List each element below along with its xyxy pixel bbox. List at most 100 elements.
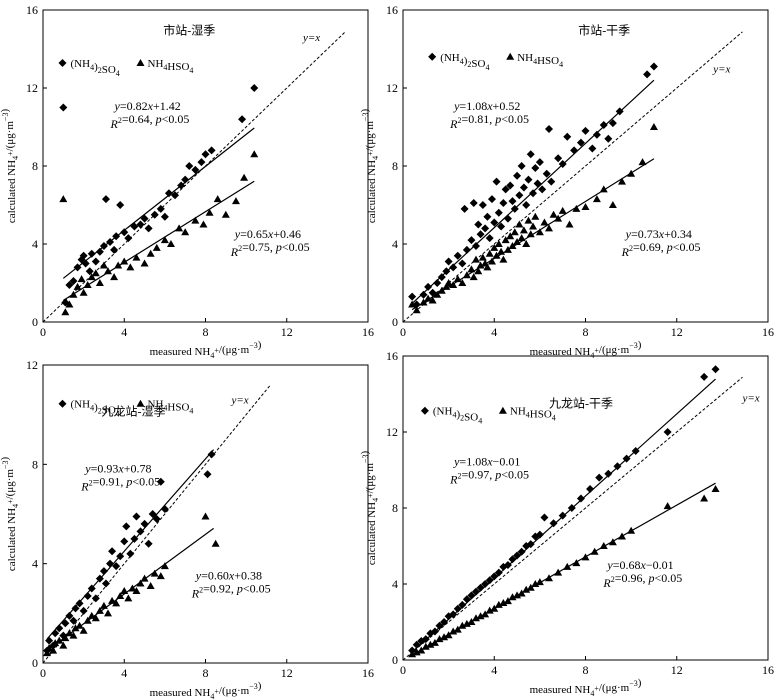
fit-stats: R2=0.91, p<0.05: [80, 474, 160, 493]
data-point-diamond: [140, 519, 149, 528]
label-run: ): [0, 457, 11, 461]
data-point-diamond: [181, 175, 190, 184]
data-point-diamond: [643, 70, 652, 79]
data-point-triangle: [191, 216, 200, 224]
label-run: +: [366, 493, 375, 498]
data-point-diamond: [501, 185, 510, 194]
data-point-diamond: [586, 485, 595, 493]
data-point-triangle: [120, 257, 129, 265]
y-tick-label: 4: [392, 237, 398, 251]
equation-run: .: [626, 558, 629, 572]
label-run: 4: [210, 692, 214, 699]
data-point-triangle: [65, 629, 74, 637]
data-point-triangle: [160, 236, 169, 244]
x-tick-label: 4: [121, 325, 127, 339]
fit-equation: y=0.65x+0.46: [234, 227, 301, 241]
legend-marker-triangle: [498, 406, 507, 414]
data-point-diamond: [492, 177, 501, 186]
stats-run: <0.05: [282, 240, 310, 254]
data-point-diamond: [554, 154, 563, 163]
data-point-triangle: [240, 173, 249, 181]
label-run: /(μg·m: [219, 344, 250, 356]
equation-run: =: [120, 99, 127, 113]
label-run: SO: [471, 58, 485, 70]
data-point-diamond: [444, 257, 453, 266]
equation-run: 1: [160, 99, 166, 113]
label-run: /(μg·m: [599, 682, 630, 694]
y-tick-label: 12: [26, 81, 38, 95]
data-point-diamond: [95, 247, 104, 256]
label-run: measured NH: [150, 346, 211, 358]
data-point-triangle: [592, 195, 601, 203]
label-run: 4: [11, 156, 20, 160]
equation-run: 0: [247, 227, 253, 241]
data-point-diamond: [519, 183, 528, 192]
data-point-triangle: [531, 212, 540, 220]
equation-run: 5: [262, 227, 268, 241]
equation-run: .: [472, 454, 475, 468]
data-point-triangle: [510, 228, 519, 236]
stats-run: R: [449, 472, 458, 486]
label-run: NH: [517, 52, 533, 64]
equation-run: −: [646, 558, 653, 572]
data-point-diamond: [453, 604, 462, 613]
label-run: ): [359, 451, 371, 455]
y-tick-label: 0: [392, 315, 398, 329]
equation-run: x: [640, 558, 647, 572]
data-point-triangle: [65, 300, 74, 308]
equation-run: x: [228, 569, 235, 583]
data-point-diamond: [460, 204, 469, 213]
data-point-diamond: [517, 162, 526, 170]
x-tick-label: 16: [362, 666, 374, 680]
equation-run: 0: [127, 99, 133, 113]
data-point-triangle: [478, 253, 487, 261]
legend-marker-triangle: [506, 52, 515, 60]
data-point-triangle: [152, 243, 161, 251]
label-run: 4: [452, 411, 456, 420]
data-point-triangle: [99, 601, 108, 609]
stats-run: 2: [629, 244, 633, 253]
label-run: −3: [1, 113, 10, 122]
data-point-triangle: [59, 641, 68, 649]
label-run: 4: [559, 60, 563, 69]
data-point-triangle: [95, 606, 104, 614]
fit-stats: R2=0.96, p<0.05: [602, 571, 682, 590]
equation-run: y: [84, 461, 91, 475]
data-point-triangle: [472, 255, 480, 263]
stats-run: p: [494, 467, 501, 481]
label-run: +: [214, 346, 219, 355]
equation-run: 8: [481, 454, 487, 468]
equation-run: 8: [256, 569, 262, 583]
stats-run: <0.05: [132, 474, 160, 488]
equation-run: 1: [466, 99, 472, 113]
data-point-diamond: [108, 547, 117, 556]
data-point-diamond: [144, 224, 153, 233]
data-point-diamond: [513, 171, 522, 180]
data-point-triangle: [608, 201, 617, 208]
label-run: 4: [11, 504, 20, 508]
equation-run: 0: [475, 454, 481, 468]
label-run: measured NH: [530, 684, 591, 696]
equation-run: =: [459, 454, 466, 468]
data-point-triangle: [474, 267, 483, 275]
data-point-diamond: [126, 549, 135, 558]
data-point-triangle: [104, 609, 112, 617]
x-tick-label: 12: [281, 325, 293, 339]
equation-run: 0: [475, 99, 481, 113]
label-run: 4: [90, 63, 94, 72]
stats-run: p: [648, 571, 655, 585]
data-point-triangle: [442, 282, 451, 290]
data-point-triangle: [638, 158, 647, 166]
equation-run: 8: [145, 461, 151, 475]
identity-line: [403, 376, 743, 660]
equation-run: 2: [142, 99, 148, 113]
data-point-diamond: [185, 162, 194, 170]
fit-stats: R2=0.75, p<0.05: [230, 240, 310, 259]
label-run: +: [594, 346, 599, 355]
data-point-triangle: [485, 249, 494, 257]
legend-label: (NH4)2SO4: [433, 406, 482, 426]
data-point-triangle: [213, 195, 222, 203]
stats-run: p: [125, 474, 132, 488]
data-point-triangle: [110, 273, 119, 281]
